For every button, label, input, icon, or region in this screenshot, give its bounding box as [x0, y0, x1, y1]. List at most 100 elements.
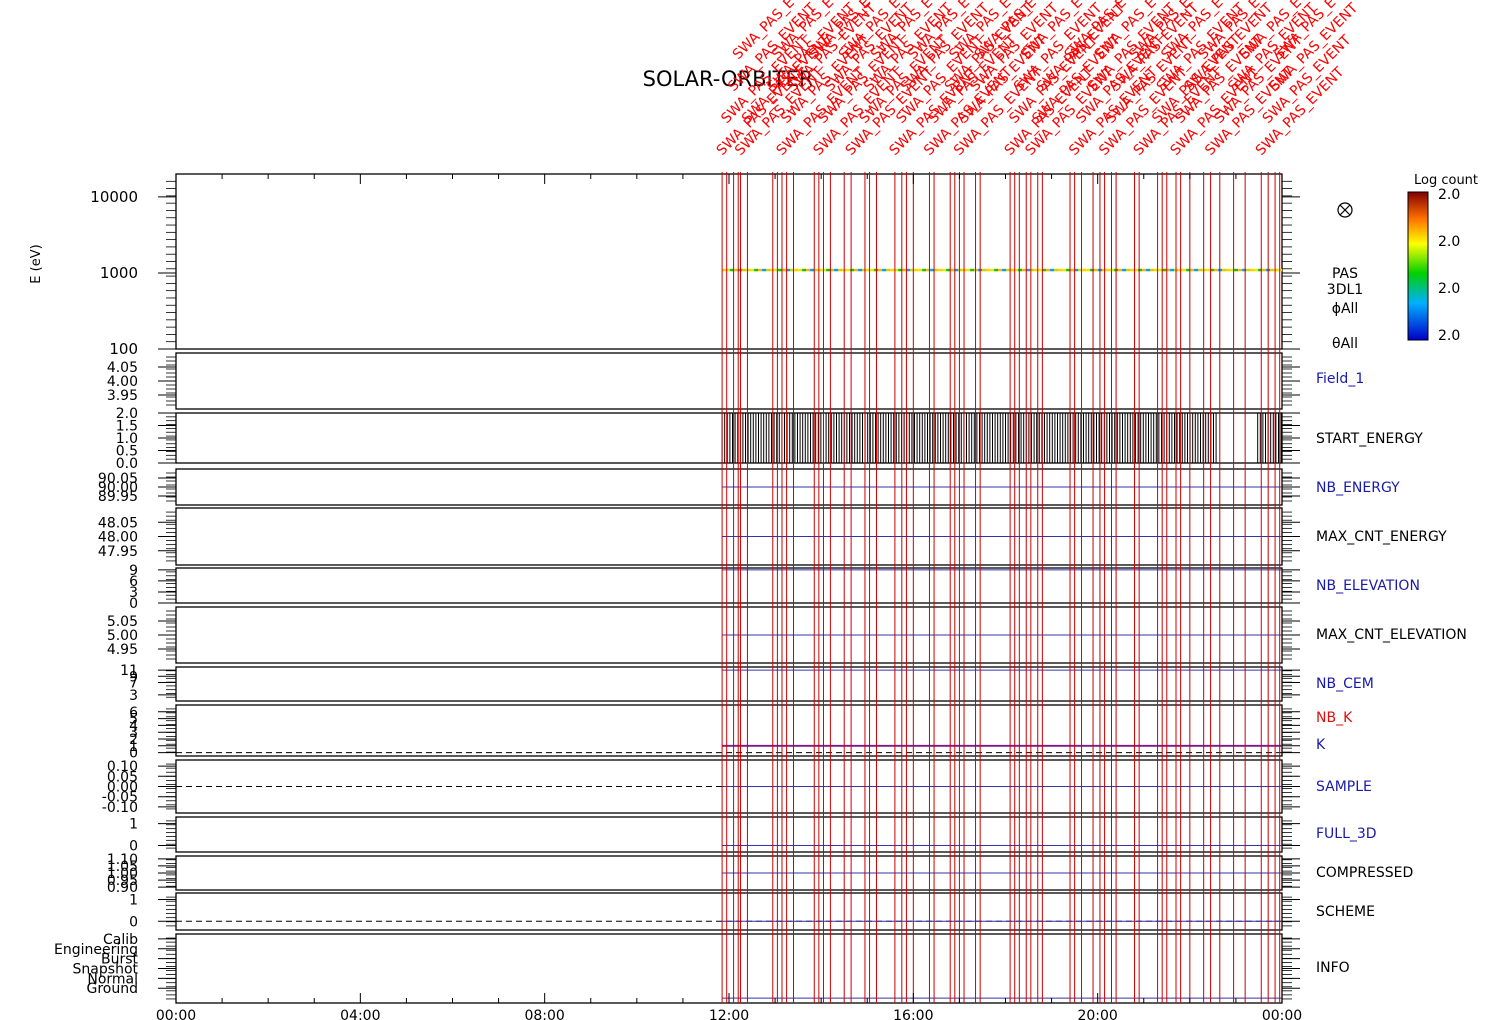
spectrogram-cell [770, 268, 775, 272]
spectrogram-cell [1234, 268, 1239, 272]
panel-label: θAll [1332, 336, 1358, 352]
panels: 100001000100PAS3DL1ϕAllθAll4.054.003.95F… [54, 173, 1467, 1004]
spectrogram-cell [1178, 268, 1183, 272]
panel-3: 2.01.51.00.50.0 START_ENERGY [116, 406, 1423, 472]
x-tick-label: 04:00 [340, 1008, 380, 1020]
spectrogram-cell [994, 268, 999, 272]
y-tick-label: 47.95 [98, 544, 138, 560]
spectrogram-cell [802, 268, 807, 272]
spectrogram-cell [966, 268, 971, 272]
spectrogram-cell [1142, 268, 1147, 272]
spectrogram-cell [1070, 268, 1075, 272]
series [176, 268, 1283, 999]
colorbar-gradient [1407, 191, 1429, 341]
spectrogram-cell [954, 268, 959, 272]
y-tick-label: 1.00 [107, 866, 138, 882]
panel-label-2: K [1316, 737, 1326, 753]
y-tick-label: 89.95 [98, 489, 138, 505]
y-tick-label: 0.5 [116, 444, 138, 460]
spectrogram-cell [1082, 268, 1087, 272]
spectrogram-cell [1270, 268, 1275, 272]
panel-frame [175, 816, 1283, 853]
spectrogram-cell [814, 268, 819, 272]
panel-label: SAMPLE [1316, 779, 1372, 795]
spectrogram-cell [1246, 268, 1251, 272]
y-tick-label: 1 [129, 817, 138, 833]
spectrogram-cell [1210, 268, 1215, 272]
y-tick-label: 1000 [100, 264, 138, 282]
spectrogram-cell [1066, 268, 1071, 272]
spectrogram-cell [942, 268, 947, 272]
spectrogram-cell [918, 268, 923, 272]
y-tick-label: 0 [129, 596, 138, 612]
spectrogram-cell [1014, 268, 1019, 272]
y-tick-label: 48.05 [98, 515, 138, 531]
spectrogram-cell [822, 268, 827, 272]
spectrogram-cell [922, 268, 927, 272]
spectrogram-cell [722, 268, 727, 272]
spectrogram-cell [986, 268, 991, 272]
panel-label: FULL_3D [1316, 826, 1377, 842]
spectrogram-cell [1154, 268, 1159, 272]
spectrogram-cell [1042, 268, 1047, 272]
y-tick-label: Engineering [54, 942, 138, 958]
panel-label: START_ENERGY [1316, 431, 1423, 447]
panel-label: SCHEME [1316, 904, 1375, 920]
y-tick-label: 0.90 [107, 880, 138, 896]
spectrogram-cell [818, 268, 823, 272]
spectrogram-cell [1242, 268, 1247, 272]
y-tick-label: 4.05 [107, 360, 138, 376]
panel-10: 0.100.050.00-0.05-0.10 SAMPLE [102, 759, 1372, 816]
y-tick-label: 11 [120, 663, 138, 679]
spectrogram-cell [1094, 268, 1099, 272]
spectrogram-cell [778, 268, 783, 272]
spectrogram-cell [1150, 268, 1155, 272]
panel-11: 1 0 FULL_3D [129, 816, 1377, 854]
y-tick-label: 4.00 [107, 374, 138, 390]
spectrogram-cell [754, 268, 759, 272]
colorbar-tick-1: 2.0 [1438, 187, 1460, 203]
spectrogram-cell [854, 268, 859, 272]
y-tick-label: 0.00 [107, 780, 138, 796]
y-tick-label: 3 [129, 585, 138, 601]
y-tick-label: 5.00 [107, 628, 138, 644]
x-tick-label: 08:00 [524, 1008, 564, 1020]
spectrogram-cell [898, 268, 903, 272]
spectrogram-cell [882, 268, 887, 272]
x-tick-label: 20:00 [1077, 1008, 1117, 1020]
y-tick-label: 1.05 [107, 859, 138, 875]
panel-label: NB_ELEVATION [1316, 578, 1420, 594]
spectrogram-cell [1130, 268, 1135, 272]
spectrogram-cell [1058, 268, 1063, 272]
y-tick-label: 4 [129, 718, 138, 734]
spectrogram-cell [1002, 268, 1007, 272]
spectrogram-cell [886, 268, 891, 272]
y-tick-label: Ground [87, 981, 139, 997]
spectrogram-cell [1022, 268, 1027, 272]
colorbar-tick-4: 2.0 [1438, 328, 1460, 344]
panel-frame [175, 704, 1283, 757]
spectrogram-cell [834, 268, 839, 272]
y-tick-label: 3 [129, 688, 138, 704]
y-tick-label: 5 [129, 712, 138, 728]
spectrogram-cell [1046, 268, 1051, 272]
spectrogram-cell [1026, 268, 1031, 272]
spectrogram-cell [866, 268, 871, 272]
spectrogram-cell [894, 268, 899, 272]
spectrogram-cell [950, 268, 955, 272]
panel-13: 1 0 SCHEME [129, 892, 1375, 931]
y-tick-label: 0.05 [107, 769, 138, 785]
colorbar: Log count 2.0 2.0 2.0 2.0 [1407, 173, 1478, 344]
spectrogram-cell [850, 268, 855, 272]
spectrogram-cell [1086, 268, 1091, 272]
panel-label: Field_1 [1316, 371, 1364, 387]
spectrogram-cell [1078, 268, 1083, 272]
spectrogram-cell [1062, 268, 1067, 272]
spectrogram-cell [786, 268, 791, 272]
spectrogram-cell [1106, 268, 1111, 272]
y-tick-label: 0.95 [107, 873, 138, 889]
panel-label: COMPRESSED [1316, 865, 1413, 881]
spectrogram-cell [1230, 268, 1235, 272]
